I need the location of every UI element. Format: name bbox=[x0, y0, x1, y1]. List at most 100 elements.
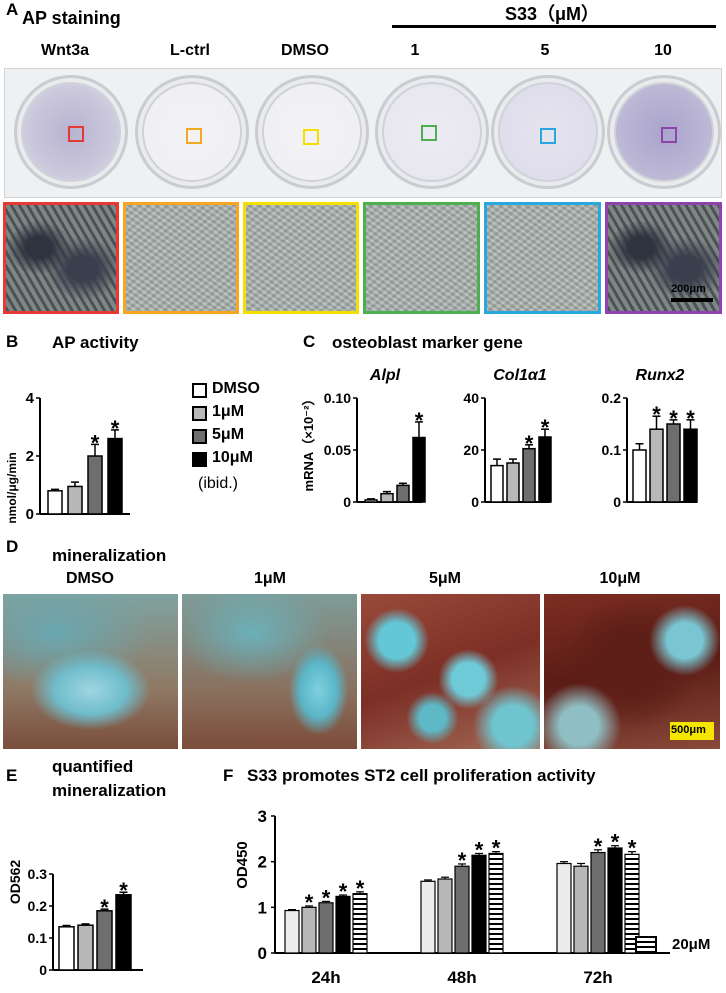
s33-bracket-line bbox=[392, 25, 716, 28]
c-alpl-bar bbox=[396, 484, 410, 503]
e-ytick-label: 0.1 bbox=[28, 930, 48, 946]
c-runx2-ytick-label: 0 bbox=[613, 494, 621, 510]
panel-e-title-line2: mineralization bbox=[52, 781, 167, 800]
e-ytick-label: 0.3 bbox=[28, 866, 48, 882]
b-bar bbox=[47, 490, 63, 515]
d-col-5um: 5μM bbox=[428, 570, 461, 587]
panel-b-title: AP activity bbox=[52, 333, 139, 352]
c-runx2-bar bbox=[632, 449, 647, 503]
roi-dmso bbox=[303, 129, 319, 145]
f-sig-star: * bbox=[356, 876, 365, 901]
f-bar bbox=[352, 893, 368, 954]
f-bar bbox=[471, 854, 487, 954]
col-label-dmso: DMSO bbox=[281, 42, 329, 59]
scale-bar-a bbox=[671, 298, 713, 302]
legend-f-label: 20μM bbox=[672, 936, 711, 953]
c-col1a1-bar bbox=[506, 462, 520, 503]
chart-b-ylabel: nmol/μg/min bbox=[5, 452, 19, 523]
scale-label-a: 200μm bbox=[671, 283, 706, 295]
legend-swatch-dmso bbox=[192, 383, 207, 398]
f-ytick-label: 1 bbox=[258, 898, 267, 917]
panel-c-letter: C bbox=[303, 332, 316, 351]
c-runx2-bar bbox=[666, 423, 681, 503]
chart-e: OD562 0 0.1 0.2 0.3 * * bbox=[7, 860, 143, 978]
c-alpl-bar bbox=[412, 436, 426, 503]
mineral-image-dmso bbox=[3, 594, 178, 749]
c-alpl-bar bbox=[364, 499, 378, 503]
f-bar bbox=[454, 865, 470, 954]
roi-1 bbox=[421, 125, 437, 141]
f-bar bbox=[284, 909, 300, 954]
legend-label-dmso: DMSO bbox=[212, 380, 260, 397]
b-sig-star: * bbox=[91, 430, 100, 455]
gene-alpl: Alpl bbox=[369, 367, 401, 384]
f-sig-star: * bbox=[628, 836, 637, 861]
b-bar bbox=[87, 455, 103, 515]
f-bar bbox=[607, 847, 623, 954]
f-category-label: 24h bbox=[311, 968, 340, 987]
roi-10 bbox=[661, 127, 677, 143]
chart-c-col1a1-plot: 0 20 40 * * bbox=[463, 390, 552, 510]
chart-f-ylabel: OD450 bbox=[234, 841, 251, 889]
legend-swatch-5um bbox=[192, 429, 207, 444]
e-bar bbox=[115, 894, 132, 971]
d-col-10um: 10μM bbox=[599, 570, 641, 587]
f-sig-star: * bbox=[475, 837, 484, 862]
f-ytick-label: 3 bbox=[258, 807, 267, 826]
f-sig-star: * bbox=[611, 830, 620, 855]
micrograph-5 bbox=[484, 202, 601, 314]
chart-c: mRNA（×10⁻²） Alpl Col1α1 Runx2 00.050.10*… bbox=[301, 367, 698, 510]
legend-b: DMSO 1μM 5μM 10μM (ibid.) bbox=[192, 380, 322, 520]
e-bar bbox=[77, 924, 94, 971]
c-runx2-sig-star: * bbox=[686, 406, 695, 431]
roi-lctrl bbox=[186, 128, 202, 144]
legend-label-5um: 5μM bbox=[212, 426, 245, 443]
d-col-dmso: DMSO bbox=[66, 570, 114, 587]
c-col1a1-ytick-label: 40 bbox=[463, 390, 479, 406]
legend-ibid: (ibid.) bbox=[198, 475, 239, 492]
mineral-image-10um: 500μm bbox=[544, 594, 720, 749]
e-sig-star: * bbox=[100, 895, 109, 920]
f-sig-star: * bbox=[458, 848, 467, 873]
legend-label-10um: 10μM bbox=[212, 449, 253, 466]
c-runx2-sig-star: * bbox=[669, 406, 678, 431]
well-lctrl bbox=[135, 75, 249, 189]
c-col1a1-sig-star: * bbox=[525, 431, 534, 456]
well-1 bbox=[375, 75, 489, 189]
panel-d-letter: D bbox=[6, 537, 19, 556]
b-ytick-label: 2 bbox=[26, 448, 34, 465]
legend-label-1um: 1μM bbox=[212, 403, 245, 420]
f-bar bbox=[420, 880, 436, 954]
micrograph-1 bbox=[363, 202, 480, 314]
scale-box-d bbox=[670, 722, 714, 740]
b-bar bbox=[107, 437, 123, 515]
b-ytick-label: 0 bbox=[26, 506, 34, 523]
f-sig-star: * bbox=[339, 879, 348, 904]
c-alpl-ytick-label: 0 bbox=[343, 494, 351, 510]
micrograph-lctrl bbox=[123, 202, 239, 314]
gene-col1a1: Col1α1 bbox=[493, 367, 547, 384]
chart-f: OD450 0 1 2 3 * * * * 24h * * * 48h * * * 72h bbox=[234, 807, 670, 987]
chart-f-plot: 0 1 2 3 * * * * 24h * * * 48h * * * 72h bbox=[258, 807, 670, 987]
panel-a-letter: A bbox=[6, 0, 19, 19]
f-bar bbox=[335, 895, 351, 954]
c-col1a1-ytick-label: 0 bbox=[471, 494, 479, 510]
chart-c-ylabel: mRNA（×10⁻²） bbox=[301, 393, 316, 492]
f-bar bbox=[573, 865, 589, 954]
legend-swatch-10um bbox=[192, 452, 207, 467]
c-alpl-ytick-label: 0.10 bbox=[324, 390, 351, 406]
chart-c-alpl-plot: 0 0.05 0.10 * bbox=[324, 390, 426, 510]
s33-label: S33（μM） bbox=[505, 4, 600, 24]
panel-c-title: osteoblast marker gene bbox=[332, 333, 523, 352]
panel-e-title-line1: quantified bbox=[52, 757, 134, 776]
panel-a-title: AP staining bbox=[22, 8, 121, 28]
c-alpl-ytick-label: 0.05 bbox=[324, 442, 351, 458]
e-sig-star: * bbox=[119, 878, 128, 903]
f-bar bbox=[590, 851, 606, 954]
f-sig-star: * bbox=[322, 885, 331, 910]
c-runx2-ytick-label: 0.2 bbox=[602, 390, 622, 406]
f-sig-star: * bbox=[594, 834, 603, 859]
c-runx2-bar bbox=[649, 428, 664, 503]
col-label-wnt3a: Wnt3a bbox=[41, 42, 89, 59]
b-bar bbox=[67, 485, 83, 515]
